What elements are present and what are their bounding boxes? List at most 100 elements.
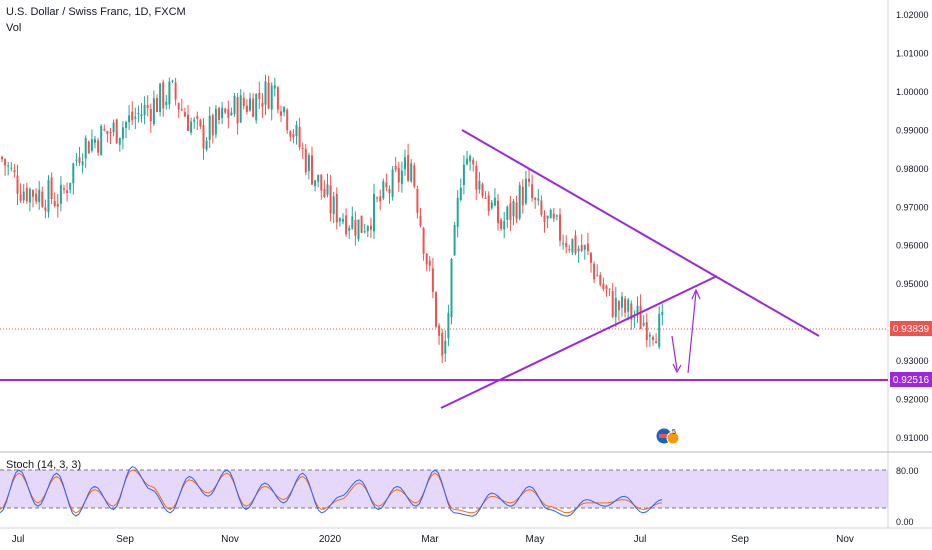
- candle-body: [7, 165, 10, 167]
- price-tick-label: 0.95000: [896, 279, 929, 289]
- candle-body: [388, 189, 391, 194]
- candle-body: [245, 105, 248, 112]
- main-pane: 1.02000 1.01000 1.00000 0.99000 0.98000 0.970…: [0, 0, 932, 452]
- candle-body: [53, 201, 56, 206]
- candle-body: [311, 155, 313, 185]
- candle-body: [577, 248, 580, 252]
- candle-body: [546, 215, 549, 219]
- candle-body: [227, 109, 230, 118]
- candle-body: [270, 85, 273, 110]
- candle-body: [472, 159, 475, 165]
- flag-badge-icon[interactable]: 5: [655, 427, 681, 445]
- stoch-indicator-label: Stoch (14, 3, 3): [6, 459, 82, 471]
- candle-body: [562, 243, 565, 245]
- candle-body: [614, 297, 617, 317]
- descending-trendline[interactable]: [461, 129, 820, 337]
- candle-body: [642, 322, 645, 326]
- candle-body: [410, 163, 413, 182]
- candle-body: [397, 168, 400, 183]
- candle-body: [342, 219, 344, 222]
- candle-body: [407, 155, 410, 181]
- candle-body: [661, 311, 664, 316]
- candle-body: [599, 275, 602, 285]
- candle-body: [301, 147, 304, 149]
- time-tick-label: Nov: [836, 534, 854, 545]
- candle-body: [4, 159, 7, 166]
- price-tick-label: 0.91000: [896, 433, 929, 443]
- candle-body: [652, 336, 654, 341]
- candle-body: [261, 102, 264, 107]
- candle-body: [571, 238, 574, 253]
- candle-body: [171, 80, 174, 82]
- candle-body: [90, 139, 93, 151]
- candle-body: [639, 305, 642, 329]
- price-tick-label: 0.99000: [896, 125, 929, 135]
- candle-body: [168, 81, 171, 105]
- candle-body: [152, 98, 155, 125]
- candle-body: [586, 243, 589, 251]
- candle-body: [574, 235, 577, 254]
- candle-body: [137, 112, 140, 114]
- candle-body: [177, 103, 180, 110]
- candle-body: [221, 107, 224, 119]
- arrow-down-drawing[interactable]: [671, 335, 682, 374]
- candle-body: [131, 111, 134, 121]
- candle-body: [317, 174, 320, 182]
- candle-body: [87, 141, 90, 154]
- candle-body: [199, 119, 202, 127]
- candle-body: [404, 157, 406, 169]
- candle-body: [617, 301, 620, 311]
- candle-body: [81, 161, 84, 166]
- candle-body: [518, 185, 521, 219]
- candle-body: [298, 126, 301, 148]
- candle-body: [559, 214, 561, 241]
- candle-body: [289, 131, 292, 137]
- candle-body: [10, 167, 13, 169]
- candle-body: [125, 122, 127, 128]
- candle-body: [230, 112, 233, 115]
- candle-body: [75, 159, 78, 161]
- arrow-up-drawing[interactable]: [687, 288, 701, 374]
- symbol-title: U.S. Dollar / Swiss Franc, 1D, FXCM: [6, 6, 186, 18]
- candle-body: [428, 260, 431, 266]
- candle-body: [233, 95, 236, 114]
- candle-body: [22, 191, 25, 201]
- price-tick-label: 0.97000: [896, 202, 929, 212]
- time-tick-label: 2020: [319, 534, 342, 545]
- candle-body: [283, 107, 286, 113]
- candle-body: [280, 111, 282, 116]
- candle-body: [354, 220, 357, 236]
- candle-body: [295, 124, 298, 137]
- candle-body: [391, 169, 394, 197]
- candle-body: [16, 175, 19, 194]
- candle-body: [351, 216, 354, 229]
- candle-body: [28, 188, 31, 203]
- candle-body: [332, 196, 335, 215]
- candle-body: [627, 299, 630, 312]
- time-axis[interactable]: Jul Sep Nov 2020 Mar May Jul Sep Nov: [12, 534, 854, 545]
- candle-body: [35, 193, 38, 202]
- ascending-trendline[interactable]: [440, 275, 718, 409]
- candle-body: [469, 155, 472, 162]
- candle-body: [304, 148, 307, 173]
- candle-body: [13, 170, 16, 172]
- candle-body: [475, 165, 478, 190]
- candle-body: [444, 340, 447, 354]
- candle-body: [506, 206, 509, 220]
- price-axis[interactable]: 1.02000 1.01000 1.00000 0.99000 0.98000 0.970…: [896, 10, 929, 443]
- candle-body: [459, 187, 462, 200]
- candle-body: [568, 249, 571, 251]
- candle-body: [481, 183, 484, 197]
- candle-body: [366, 226, 369, 232]
- candle-body: [515, 202, 518, 219]
- svg-text:5: 5: [672, 429, 676, 436]
- candle-body: [59, 184, 62, 204]
- time-tick-label: Sep: [731, 534, 749, 545]
- price-tick-label: 1.02000: [896, 10, 929, 20]
- candle-body: [348, 227, 351, 231]
- candle-body: [608, 288, 611, 290]
- candle-body: [487, 195, 490, 212]
- candle-body: [512, 201, 515, 217]
- candle-body: [1, 156, 3, 160]
